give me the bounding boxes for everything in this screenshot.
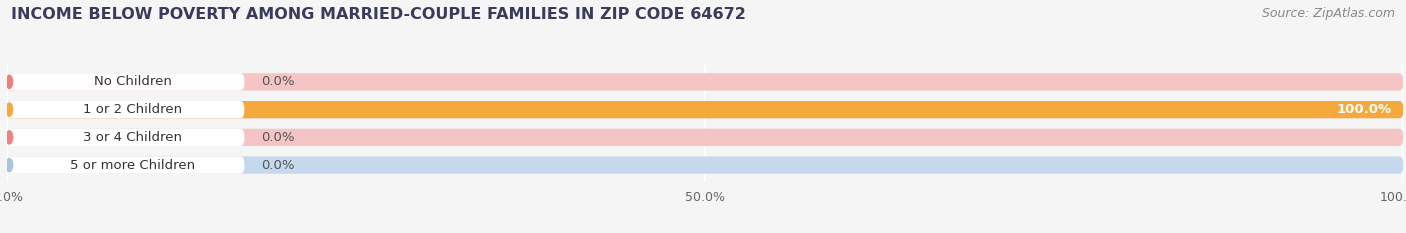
FancyBboxPatch shape: [7, 129, 1403, 146]
Text: Source: ZipAtlas.com: Source: ZipAtlas.com: [1261, 7, 1395, 20]
Text: 0.0%: 0.0%: [262, 131, 295, 144]
Circle shape: [6, 159, 13, 172]
FancyBboxPatch shape: [7, 73, 1403, 90]
Circle shape: [6, 103, 13, 116]
Text: 0.0%: 0.0%: [262, 75, 295, 88]
FancyBboxPatch shape: [7, 157, 1403, 174]
FancyBboxPatch shape: [7, 101, 1403, 118]
Text: INCOME BELOW POVERTY AMONG MARRIED-COUPLE FAMILIES IN ZIP CODE 64672: INCOME BELOW POVERTY AMONG MARRIED-COUPL…: [11, 7, 747, 22]
FancyBboxPatch shape: [7, 129, 1403, 146]
Text: 0.0%: 0.0%: [262, 159, 295, 171]
Text: No Children: No Children: [94, 75, 172, 88]
Text: 5 or more Children: 5 or more Children: [70, 159, 195, 171]
Circle shape: [6, 131, 13, 144]
FancyBboxPatch shape: [7, 157, 1403, 174]
FancyBboxPatch shape: [7, 73, 1403, 90]
Circle shape: [6, 75, 13, 88]
FancyBboxPatch shape: [7, 101, 245, 118]
FancyBboxPatch shape: [7, 73, 245, 90]
FancyBboxPatch shape: [7, 101, 1403, 118]
Text: 3 or 4 Children: 3 or 4 Children: [83, 131, 183, 144]
Text: 100.0%: 100.0%: [1337, 103, 1392, 116]
Text: 1 or 2 Children: 1 or 2 Children: [83, 103, 183, 116]
FancyBboxPatch shape: [7, 157, 245, 174]
FancyBboxPatch shape: [7, 101, 1403, 118]
FancyBboxPatch shape: [7, 129, 245, 146]
